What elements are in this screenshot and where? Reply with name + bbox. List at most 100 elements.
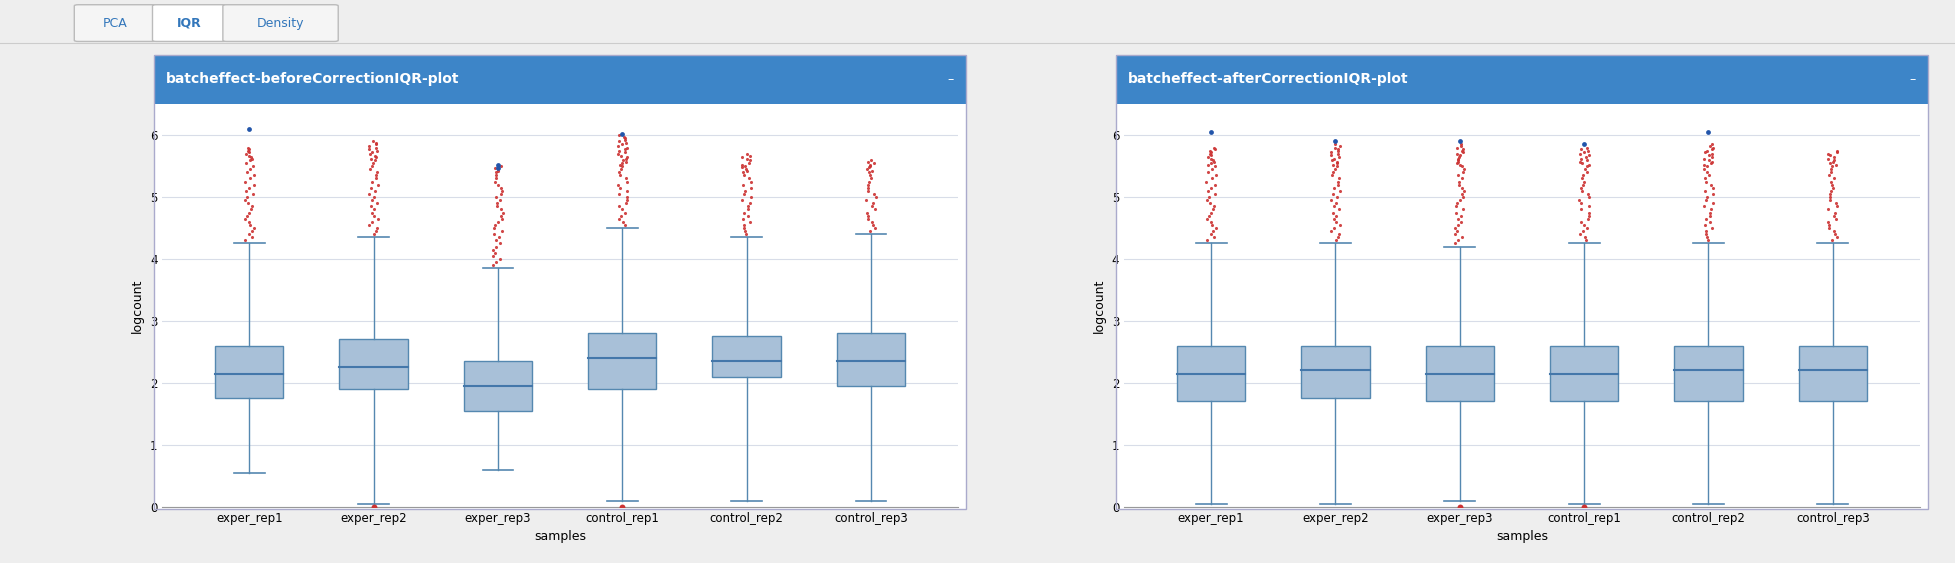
Point bbox=[725, 160, 757, 169]
Point bbox=[487, 208, 518, 217]
Point bbox=[1324, 220, 1355, 230]
Point bbox=[1566, 183, 1597, 192]
Point bbox=[477, 261, 508, 270]
Point bbox=[362, 224, 393, 233]
Point bbox=[1200, 180, 1232, 189]
Point bbox=[1814, 171, 1846, 180]
Point bbox=[356, 195, 387, 204]
Point bbox=[1445, 211, 1476, 220]
Point bbox=[1814, 193, 1846, 202]
Point bbox=[852, 214, 884, 223]
Point bbox=[1691, 214, 1722, 223]
Point bbox=[1689, 177, 1720, 186]
Point bbox=[1445, 137, 1476, 146]
Point bbox=[358, 502, 389, 511]
Point bbox=[485, 205, 516, 214]
Point bbox=[858, 189, 890, 198]
Point bbox=[1695, 159, 1726, 168]
Point bbox=[1816, 236, 1847, 245]
Point bbox=[1447, 174, 1478, 183]
Point bbox=[358, 205, 389, 214]
Point bbox=[1568, 177, 1599, 186]
Point bbox=[1195, 150, 1226, 159]
Point bbox=[606, 140, 637, 149]
Point bbox=[604, 183, 635, 192]
Point bbox=[1322, 149, 1353, 158]
Point bbox=[1566, 199, 1597, 208]
Point bbox=[1564, 157, 1595, 166]
Point bbox=[856, 202, 888, 211]
Point bbox=[1320, 140, 1351, 149]
Text: batcheffect-afterCorrectionIQR-plot: batcheffect-afterCorrectionIQR-plot bbox=[1128, 73, 1410, 86]
Point bbox=[606, 129, 637, 138]
Point bbox=[608, 217, 639, 226]
Point bbox=[1564, 230, 1595, 239]
Point bbox=[727, 189, 759, 198]
Point bbox=[1572, 143, 1603, 152]
Point bbox=[731, 230, 762, 239]
Point bbox=[354, 149, 385, 158]
Point bbox=[354, 189, 385, 198]
Point bbox=[1691, 168, 1722, 177]
Point bbox=[1200, 189, 1232, 198]
Point bbox=[1568, 180, 1599, 189]
Point bbox=[1697, 140, 1728, 149]
Point bbox=[481, 236, 512, 245]
Point bbox=[237, 226, 268, 235]
Point bbox=[1191, 236, 1222, 245]
Point bbox=[1196, 208, 1228, 217]
Point bbox=[235, 208, 266, 217]
Point bbox=[1572, 224, 1603, 233]
Point bbox=[358, 137, 389, 146]
Point bbox=[479, 163, 510, 172]
Point bbox=[602, 214, 633, 223]
Point bbox=[604, 168, 635, 177]
Point bbox=[602, 131, 633, 140]
Point bbox=[356, 177, 387, 186]
Point bbox=[727, 168, 759, 177]
Point bbox=[231, 211, 262, 220]
Point bbox=[1322, 162, 1353, 171]
Point bbox=[1818, 211, 1849, 220]
Point bbox=[1693, 155, 1724, 164]
Point bbox=[1441, 202, 1472, 211]
Point bbox=[235, 220, 266, 230]
Point bbox=[852, 180, 884, 189]
Point bbox=[604, 160, 635, 169]
Point bbox=[479, 177, 510, 186]
Point bbox=[1693, 127, 1724, 136]
Point bbox=[1196, 205, 1228, 214]
Point bbox=[1689, 202, 1720, 211]
Point bbox=[1566, 205, 1597, 214]
Point bbox=[481, 174, 512, 183]
Point bbox=[1689, 186, 1720, 195]
Point bbox=[1570, 236, 1601, 245]
Point bbox=[356, 217, 387, 226]
Point bbox=[1697, 183, 1728, 192]
Point bbox=[1316, 148, 1347, 157]
Point bbox=[1195, 148, 1226, 157]
Point bbox=[1697, 189, 1728, 198]
Point bbox=[237, 202, 268, 211]
Point bbox=[1443, 143, 1474, 152]
Point bbox=[485, 211, 516, 220]
Point bbox=[1322, 146, 1353, 155]
Point bbox=[1695, 211, 1726, 220]
Point bbox=[362, 214, 393, 223]
Point bbox=[850, 195, 882, 204]
Point bbox=[231, 168, 262, 177]
Point bbox=[727, 171, 759, 180]
Point bbox=[1572, 155, 1603, 164]
Point bbox=[860, 193, 891, 202]
Bar bbox=[1302, 346, 1370, 399]
Point bbox=[1693, 150, 1724, 159]
Point bbox=[360, 174, 391, 183]
Point bbox=[610, 148, 641, 157]
Text: PCA: PCA bbox=[104, 16, 127, 30]
Point bbox=[735, 177, 766, 186]
Point bbox=[1322, 177, 1353, 186]
Point bbox=[858, 220, 890, 230]
Point bbox=[1196, 220, 1228, 230]
Point bbox=[729, 162, 760, 171]
Point bbox=[1697, 144, 1728, 153]
